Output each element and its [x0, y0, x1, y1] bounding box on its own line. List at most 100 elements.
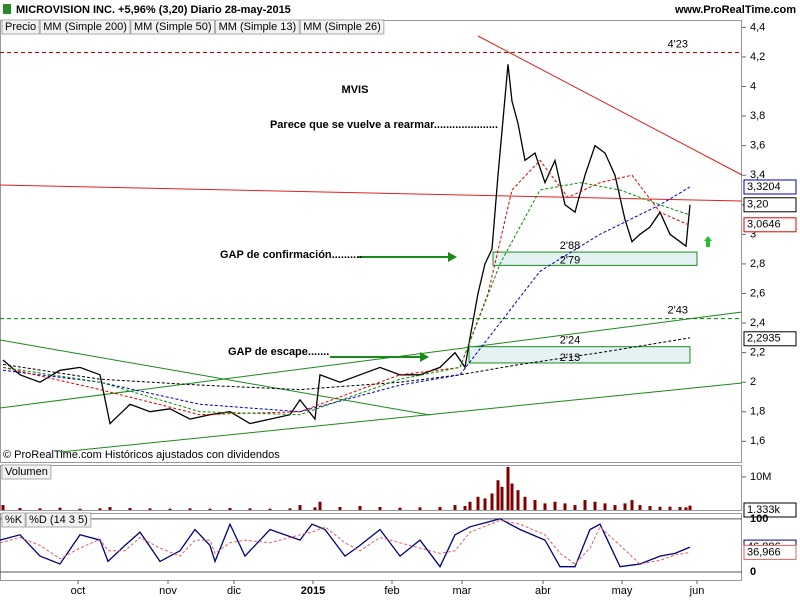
- series-line: [0, 519, 691, 565]
- x-tick-label: may: [612, 585, 633, 597]
- legend-box: [215, 19, 300, 35]
- volume-bar: [453, 505, 457, 510]
- copyright: © ProRealTime.com Históricos ajustados c…: [3, 449, 280, 461]
- volume-bar: [583, 500, 587, 510]
- series-line: [2, 182, 691, 416]
- volume-bar: [463, 506, 467, 510]
- x-tick-label: nov: [159, 585, 177, 597]
- y-tick-label: 2,4: [750, 317, 765, 329]
- volume-bar: [490, 493, 494, 510]
- y-tick-label: 1,6: [750, 435, 765, 447]
- legend-label: %K: [5, 514, 23, 526]
- volume-bar: [563, 503, 567, 510]
- y-tick-label: 2: [750, 376, 756, 388]
- volume-bar: [128, 508, 132, 510]
- volume-bar: [268, 508, 272, 510]
- gap-label: 2'13: [560, 352, 580, 364]
- volume-bar: [476, 496, 480, 510]
- y-tick-label: 3,6: [750, 140, 765, 152]
- value-flag-label: 3,3204: [747, 181, 781, 193]
- legend-label: MM (Simple 200): [43, 21, 127, 33]
- y-tick-label: 100: [750, 513, 768, 525]
- x-tick-label: mar: [453, 585, 472, 597]
- stochastic-panel: [0, 513, 742, 581]
- volume-bar: [630, 500, 634, 510]
- volume-bar: [228, 508, 232, 510]
- volume-bar: [58, 507, 62, 510]
- level-label: 2'43: [668, 305, 688, 317]
- trend-line: [477, 35, 743, 176]
- legend-label: %D (14 3 5): [29, 514, 88, 526]
- annotation: GAP de escape.......: [228, 346, 329, 358]
- legend-box: [39, 19, 131, 35]
- trend-line: [0, 339, 431, 416]
- trend-line: [0, 184, 743, 202]
- legend-label: Precio: [5, 21, 36, 33]
- value-flag-label: 3,0646: [747, 219, 781, 231]
- volume-bar: [318, 501, 322, 510]
- volume-bar: [523, 496, 527, 510]
- value-flag: [743, 502, 797, 518]
- volume-bar: [298, 505, 302, 510]
- value-flag: [743, 197, 797, 213]
- legend-label: MM (Simple 26): [303, 21, 381, 33]
- series-line: [2, 159, 691, 416]
- volume-bar: [483, 498, 487, 510]
- volume-bar: [338, 507, 342, 510]
- volume-bar: [496, 480, 500, 510]
- legend-box: [130, 19, 216, 35]
- comment: Parece que se vuelve a rearmar..........…: [270, 119, 498, 131]
- level-label: 4'23: [668, 38, 688, 50]
- volume-bar: [358, 506, 362, 510]
- volume-bar: [506, 466, 510, 510]
- y-tick-label: 3,4: [750, 169, 765, 181]
- y-tick-label: 4: [750, 80, 756, 92]
- value-flag: [743, 331, 797, 347]
- legend-label: MM (Simple 50): [134, 21, 212, 33]
- value-flag: [743, 179, 797, 195]
- x-tick-label: dic: [227, 585, 242, 597]
- series-line: [2, 337, 691, 391]
- legend-box: [299, 19, 385, 35]
- volume-bar: [168, 508, 172, 510]
- price-line: [2, 64, 691, 425]
- value-flag-label: 36,966: [747, 546, 781, 558]
- volume-bar: [603, 503, 607, 510]
- volume-bar: [288, 508, 292, 510]
- volume-bar: [658, 506, 662, 510]
- volume-bar: [108, 507, 112, 510]
- volume-bar: [648, 506, 652, 510]
- y-tick-label: 2,8: [750, 258, 765, 270]
- legend-box: [25, 512, 92, 528]
- volume-bar: [208, 508, 212, 510]
- legend-label: MM (Simple 13): [219, 21, 297, 33]
- arrow-head: [448, 252, 457, 262]
- volume-bar: [248, 508, 252, 510]
- x-tick-label: oct: [71, 585, 86, 597]
- gap-label: 2'24: [560, 335, 580, 347]
- volume-bar: [638, 505, 642, 510]
- volume-panel: [0, 465, 742, 511]
- chart-title: MICROVISION INC. +5,96% (3,20) Diario 28…: [16, 4, 291, 16]
- volume-bar: [573, 505, 577, 510]
- arrow-head: [420, 352, 429, 362]
- source: www.ProRealTime.com: [674, 4, 796, 16]
- volume-bar: [1, 505, 5, 510]
- y-tick-label: 2,2: [750, 347, 765, 359]
- y-tick-label: 1,8: [750, 406, 765, 418]
- volume-bar: [688, 505, 692, 510]
- y-tick-label: 3: [750, 228, 756, 240]
- volume-bar: [98, 508, 102, 510]
- volume-bar: [313, 507, 317, 510]
- volume-bar: [684, 507, 688, 510]
- value-flag-label: 1.333k: [747, 504, 781, 516]
- volume-bar: [533, 500, 537, 510]
- volume-bar: [623, 503, 627, 510]
- y-tick-label: 4,4: [750, 21, 765, 33]
- x-tick-label: feb: [384, 585, 399, 597]
- volume-bar: [500, 486, 504, 510]
- y-tick-label: 2,6: [750, 287, 765, 299]
- ticker: MVIS: [342, 84, 369, 96]
